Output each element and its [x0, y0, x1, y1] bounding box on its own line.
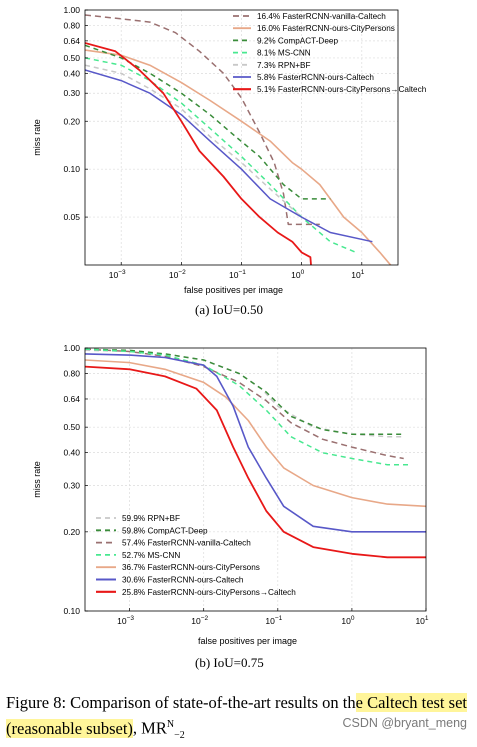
legend: 16.4% FasterRCNN-vanilla-Caltech 16.0% Fa…: [233, 12, 427, 94]
x-tick-label: 101: [351, 269, 364, 280]
y-tick-label: 0.50: [63, 422, 80, 432]
y-tick-label: 0.40: [63, 448, 80, 458]
series-line: [85, 69, 373, 243]
y-tick-label: 0.50: [63, 53, 80, 63]
y-axis-label: miss rate: [32, 119, 42, 156]
watermark: CSDN @bryant_meng: [342, 716, 467, 730]
caption-superscript: N: [166, 719, 175, 730]
x-tick-label: 10−3: [117, 615, 134, 626]
legend-label: 7.3% RPN+BF: [257, 61, 310, 70]
series-line: [85, 44, 331, 200]
x-tick-label: 10−1: [265, 615, 282, 626]
series-line: [85, 348, 410, 466]
legend-label: 30.6% FasterRCNN-ours-Caltech: [122, 576, 244, 585]
x-tick-label: 10−3: [109, 269, 126, 280]
series-line: [85, 348, 404, 435]
legend-label: 57.4% FasterRCNN-vanilla-Caltech: [122, 539, 251, 548]
series-line: [85, 57, 357, 254]
y-tick-label: 0.80: [63, 20, 80, 30]
caption-prefix: Figure 8: Comparison of state-of-the-art…: [6, 693, 356, 712]
x-tick-label: 10−2: [191, 615, 208, 626]
chart-b: 10−3 10−2 10−1 100 101 1.00 0.80 0.64 0.50 0.40 0.…: [32, 343, 429, 646]
subcaption-b: (b) IoU=0.75: [195, 655, 264, 670]
y-tick-label: 0.05: [63, 212, 80, 222]
x-axis-label: false positives per image: [198, 636, 297, 646]
series-line: [85, 365, 426, 559]
y-tick-label: 0.80: [63, 368, 80, 378]
x-tick-label: 100: [341, 615, 354, 626]
series-line: [85, 359, 426, 508]
y-axis-label: miss rate: [32, 461, 42, 498]
x-tick-label: 10−1: [229, 269, 246, 280]
caption-suffix: , MR: [132, 718, 167, 738]
y-tick-label: 0.20: [63, 527, 80, 537]
y-tick-label: 0.30: [63, 88, 80, 98]
y-tick-label: 0.30: [63, 481, 80, 491]
y-tick-label: 0.10: [63, 606, 80, 616]
legend-label: 5.1% FasterRCNN-ours-CityPersons→Caltech: [257, 85, 427, 94]
legend-label: 52.7% MS-CNN: [122, 551, 180, 560]
plot-frame: [84, 347, 427, 612]
y-tick-label: 0.64: [63, 394, 80, 404]
series-line: [85, 353, 426, 533]
legend-label: 59.9% RPN+BF: [122, 514, 180, 523]
legend-label: 9.2% CompACT-Deep: [257, 36, 338, 45]
y-tick-label: 0.10: [63, 164, 80, 174]
caption-subscript: −2: [174, 729, 185, 741]
figure-caption: Figure 8: Comparison of state-of-the-art…: [6, 692, 476, 747]
y-tick-label: 1.00: [63, 343, 80, 353]
series-line: [85, 42, 312, 265]
chart-a: 10−3 10−2 10−1 100 101 1.00 0.80 0.64 0.50 0.40 0.…: [32, 5, 427, 295]
subcaption-a: (a) IoU=0.50: [195, 302, 263, 317]
y-tick-label: 1.00: [63, 5, 80, 15]
x-axis-label: false positives per image: [184, 285, 283, 295]
series-line: [85, 64, 331, 234]
series-line: [85, 49, 392, 265]
legend: 59.9% RPN+BF 59.8% CompACT-Deep 57.4% Fast…: [96, 514, 296, 597]
y-tick-label: 0.20: [63, 116, 80, 126]
legend-label: 8.1% MS-CNN: [257, 49, 311, 58]
x-tick-label: 100: [291, 269, 304, 280]
legend-label: 36.7% FasterRCNN-ours-CityPersons: [122, 563, 260, 572]
series-line: [85, 348, 404, 460]
legend-label: 16.0% FasterRCNN-ours-CityPersons: [257, 24, 395, 33]
legend-label: 5.8% FasterRCNN-ours-Caltech: [257, 73, 374, 82]
x-tick-label: 101: [415, 615, 428, 626]
legend-label: 59.8% CompACT-Deep: [122, 526, 208, 535]
series-line: [85, 14, 320, 226]
x-tick-label: 10−2: [169, 269, 186, 280]
y-tick-label: 0.40: [63, 68, 80, 78]
legend-label: 25.8% FasterRCNN-ours-CityPersons→Caltec…: [122, 588, 296, 597]
y-tick-label: 0.64: [63, 36, 80, 46]
legend-label: 16.4% FasterRCNN-vanilla-Caltech: [257, 12, 386, 21]
